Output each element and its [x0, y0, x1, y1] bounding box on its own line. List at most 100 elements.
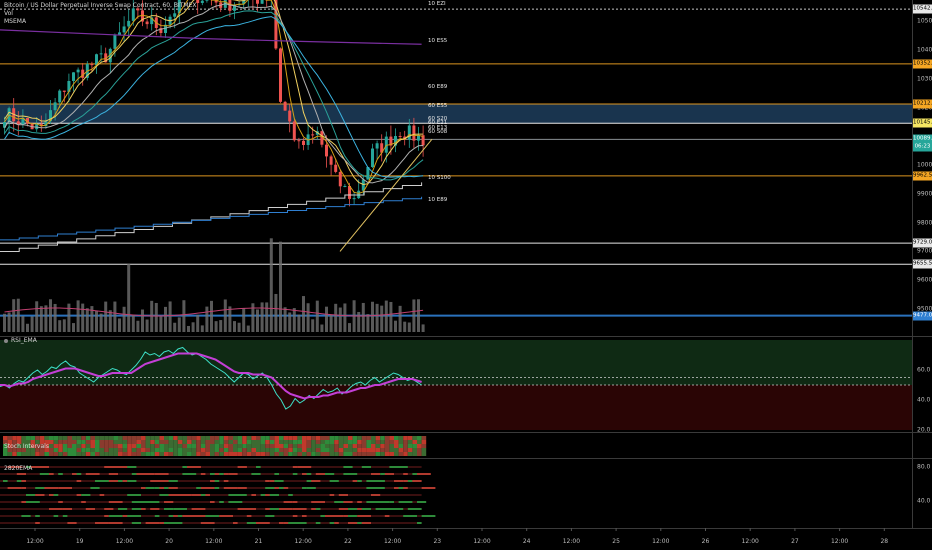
ema-cell — [200, 473, 206, 475]
price-tag-6: 9962.5 — [913, 171, 932, 181]
candle-body — [375, 143, 379, 149]
volume-bar — [16, 298, 20, 332]
stoch-cell — [265, 452, 270, 456]
stoch-cell — [237, 448, 243, 452]
stoch-cell — [407, 436, 413, 440]
stoch-cell — [72, 440, 77, 444]
stoch-cell — [348, 440, 353, 444]
stoch-cell — [196, 436, 201, 440]
ema-cell — [219, 515, 233, 517]
stoch-cell — [62, 444, 68, 448]
stoch-cell — [251, 452, 256, 456]
stoch-cell — [67, 452, 72, 456]
volume-bar — [338, 307, 342, 332]
stoch-cell — [320, 440, 325, 444]
stoch-cell — [375, 444, 381, 448]
ema-cell — [407, 480, 413, 482]
stoch-cell — [361, 436, 367, 440]
stoch-cell — [67, 440, 72, 444]
price-tick-6: 9900.0 — [917, 190, 932, 198]
stoch-cell — [403, 440, 408, 444]
stoch-cell — [417, 444, 422, 448]
stoch-cell — [122, 440, 128, 444]
volume-bar — [159, 316, 163, 332]
volume-bar — [95, 310, 98, 332]
candle-body — [417, 135, 420, 141]
stoch-cell — [256, 452, 261, 456]
ema-cell — [338, 494, 348, 496]
ema-cell — [168, 480, 178, 482]
stoch-cell — [306, 448, 312, 452]
candle-body — [122, 26, 126, 33]
stoch-cell — [108, 452, 114, 456]
time-label-19: 28 — [880, 538, 889, 545]
stoch-cell — [338, 436, 344, 440]
stoch-cell — [311, 444, 316, 448]
volume-bar — [389, 301, 393, 332]
ema-cell — [412, 480, 422, 482]
candle-body — [108, 48, 112, 63]
stoch-cell — [131, 448, 137, 452]
stoch-cell — [39, 436, 45, 440]
candle-body — [53, 102, 57, 111]
candle-body — [292, 121, 296, 141]
stoch-cell — [200, 440, 206, 444]
stoch-cell — [260, 440, 266, 444]
candle-body — [302, 140, 305, 145]
ma-label-8: 10 S100 — [428, 175, 451, 182]
volume-bar — [302, 296, 305, 332]
price-tick-2: 10400.0 — [917, 46, 932, 54]
stoch-cell — [394, 452, 399, 456]
volume-bar — [306, 303, 310, 332]
volume-bar — [196, 314, 200, 332]
stoch-cell — [311, 452, 316, 456]
stoch-cell — [136, 440, 141, 444]
volume-bar — [21, 315, 25, 332]
ema-cell — [108, 515, 123, 517]
price-tick-1: 10500.0 — [917, 17, 932, 25]
ema-cell — [39, 466, 49, 468]
stoch-cell — [26, 452, 31, 456]
stoch-cell — [325, 436, 330, 440]
ema-cell — [366, 501, 381, 503]
ema-cell — [168, 487, 178, 489]
volume-bar — [292, 308, 296, 332]
stoch-cell — [205, 436, 210, 440]
stoch-cell — [269, 444, 275, 448]
ema-cell — [223, 473, 229, 475]
candle-body — [334, 164, 338, 172]
stoch-cell — [384, 452, 390, 456]
volume-bar — [182, 300, 186, 332]
ema-cell — [251, 494, 256, 496]
volume-bar — [214, 321, 218, 332]
ema-cell — [173, 515, 178, 517]
stoch-cell — [3, 440, 8, 444]
stoch-cell — [67, 444, 72, 448]
stoch-cell — [81, 436, 86, 440]
ema-cell — [348, 466, 353, 468]
ema-cell — [21, 480, 26, 482]
ema-cell — [62, 508, 72, 510]
volume-bar — [297, 314, 301, 332]
ema-tick-1: 40.0 — [917, 497, 931, 505]
stoch-cell — [269, 440, 275, 444]
stoch-cell — [99, 448, 105, 452]
stoch-cell — [343, 444, 348, 448]
volume-bar — [380, 305, 384, 332]
price-tick-8: 9700.0 — [917, 247, 932, 255]
candle-body — [338, 171, 342, 187]
candle-body — [21, 118, 25, 125]
ema-cell — [118, 508, 128, 510]
stoch-cell — [49, 448, 54, 452]
ema-cell — [371, 494, 381, 496]
ema-cell — [104, 466, 114, 468]
ma-fast-yellow — [4, 0, 424, 194]
ema-cell — [205, 515, 220, 517]
stoch-cell — [389, 444, 394, 448]
price-tag-2: 10212.5 — [913, 99, 932, 109]
volume-bar — [228, 306, 232, 332]
stoch-cell — [164, 448, 169, 452]
ema-cell — [219, 501, 224, 503]
stoch-cell — [228, 452, 233, 456]
